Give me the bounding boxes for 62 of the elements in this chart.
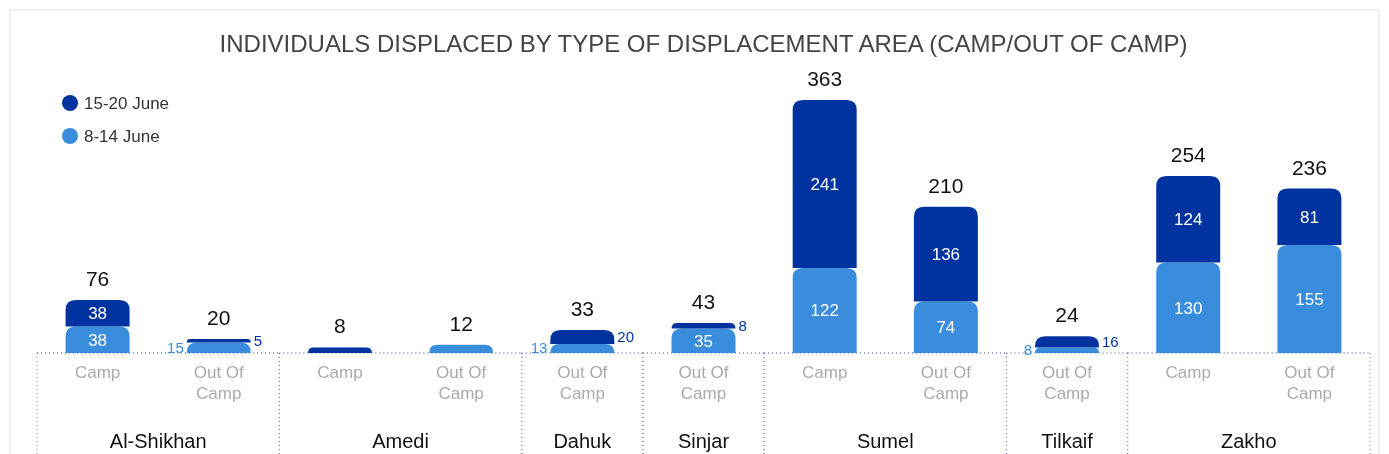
data-label: 241 xyxy=(810,174,839,194)
bar xyxy=(65,300,130,327)
x-tick-label: Camp xyxy=(317,363,363,382)
total-label: 236 xyxy=(1291,155,1327,179)
x-axis-title: Zakho xyxy=(1221,430,1277,452)
data-label: 13 xyxy=(530,339,548,357)
total-label: 76 xyxy=(85,267,110,291)
bar xyxy=(1156,175,1221,263)
x-tick-label: Camp xyxy=(802,363,848,382)
data-label: 8 xyxy=(738,316,747,334)
x-tick-label: Out Of Camp xyxy=(436,363,487,403)
x-tick-label: Camp xyxy=(74,363,121,382)
total-label: 254 xyxy=(1170,142,1207,166)
x-axis-title: Al-Shikhan xyxy=(109,430,207,452)
data-label: 38 xyxy=(88,330,108,350)
data-label: 124 xyxy=(1174,210,1203,230)
data-label: 81 xyxy=(1299,207,1319,227)
total-label: 33 xyxy=(570,297,594,320)
data-label: 155 xyxy=(1295,289,1324,309)
bar xyxy=(1277,244,1342,353)
x-axis-title: Dahuk xyxy=(553,430,613,452)
x-axis-title: Amedi xyxy=(372,430,429,452)
x-tick-label: Out Of Camp xyxy=(920,363,972,403)
x-tick-label: Out Of Camp xyxy=(678,363,729,403)
bar xyxy=(792,100,857,268)
x-tick-label: Camp xyxy=(1165,363,1211,382)
bar xyxy=(65,326,130,353)
x-tick-label: Out Of Camp xyxy=(557,363,608,403)
x-tick-label: Out Of Camp xyxy=(1284,363,1335,403)
data-label: 130 xyxy=(1174,298,1203,318)
x-axis-title: Tilkaif xyxy=(1041,430,1094,452)
legend-label: 15-20 June xyxy=(84,94,170,113)
total-label: 24 xyxy=(1055,303,1080,327)
data-label: 16 xyxy=(1102,332,1119,350)
data-label: 74 xyxy=(936,318,956,338)
total-label: 20 xyxy=(207,306,231,330)
text: INDIVIDUALS DISPLACED BY TYPE OF DISPLACEMENT AREA (CAMP/OUT OF CAMP) xyxy=(219,30,1188,57)
bar xyxy=(913,206,978,302)
data-label: 8 xyxy=(334,314,346,338)
bar xyxy=(186,342,251,353)
total-label: 210 xyxy=(928,173,964,197)
data-label: 15 xyxy=(167,338,184,356)
bar xyxy=(913,301,978,353)
data-label: 122 xyxy=(810,301,839,321)
bar xyxy=(1277,188,1342,245)
legend-label: 8-14 June xyxy=(84,127,160,146)
data-label: 136 xyxy=(931,245,961,265)
x-axis-title: Sumel xyxy=(856,430,914,452)
data-label: 20 xyxy=(617,327,635,345)
data-label: 12 xyxy=(449,311,473,335)
data-label: 5 xyxy=(253,331,263,349)
data-label: 8 xyxy=(1023,341,1033,359)
bar xyxy=(186,339,251,343)
x-tick-label: Out Of Camp xyxy=(1042,363,1093,403)
total-label: 43 xyxy=(691,290,716,314)
bar xyxy=(792,267,857,353)
bar xyxy=(1156,262,1221,353)
data-label: 35 xyxy=(694,331,713,351)
data-label: 38 xyxy=(88,304,108,324)
x-axis-title: Sinjar xyxy=(677,430,730,452)
x-tick-label: Out Of Camp xyxy=(193,363,245,403)
total-label: 363 xyxy=(807,67,843,90)
